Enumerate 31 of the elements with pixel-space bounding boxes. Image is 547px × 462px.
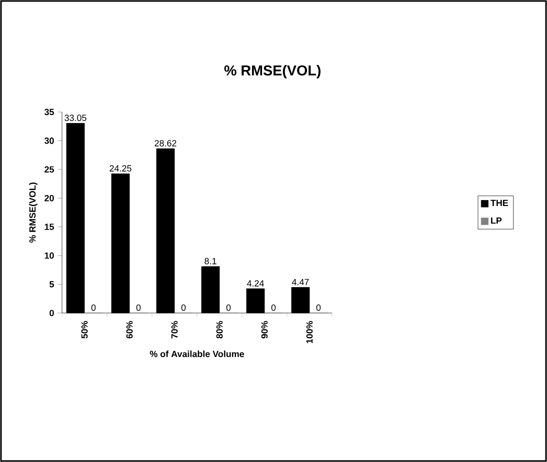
data-label: 4.24 (246, 280, 264, 286)
y-tick-label: 25 (44, 166, 54, 173)
x-tick-label: 70% (171, 321, 178, 338)
x-tick-label: 60% (126, 321, 133, 338)
data-label: 0 (91, 304, 96, 311)
data-label: 0 (226, 304, 231, 311)
data-label: 33.05 (64, 114, 86, 122)
y-tick-label: 0 (50, 310, 54, 316)
y-tick-label: 10 (44, 252, 54, 259)
data-label: 0 (271, 304, 276, 311)
data-label: 28.62 (154, 140, 176, 146)
y-tick-label: 5 (50, 281, 54, 288)
y-tick-label: 20 (44, 194, 54, 202)
data-label: 0 (136, 304, 141, 311)
x-axis-title: % of Available Volume (150, 350, 244, 358)
x-tick-label: 100% (306, 321, 313, 344)
data-label: 0 (316, 304, 321, 311)
data-label: 0 (181, 304, 186, 311)
x-tick-label: 90% (261, 321, 268, 338)
x-tick-label: 80% (216, 321, 223, 338)
data-label: 4.47 (292, 278, 309, 286)
legend-label: THE (490, 200, 508, 206)
data-label: 8.1 (204, 258, 216, 264)
x-tick-label: 50% (81, 321, 88, 338)
legend-label: LP (491, 217, 502, 224)
y-tick-label: 15 (44, 224, 54, 230)
data-label: 24.25 (110, 165, 132, 172)
y-tick-label: 35 (44, 108, 54, 116)
y-axis-title: % RMSE(VOL) (29, 182, 38, 243)
chart-title: % RMSE(VOL) (224, 65, 320, 78)
y-tick-label: 30 (44, 138, 54, 144)
